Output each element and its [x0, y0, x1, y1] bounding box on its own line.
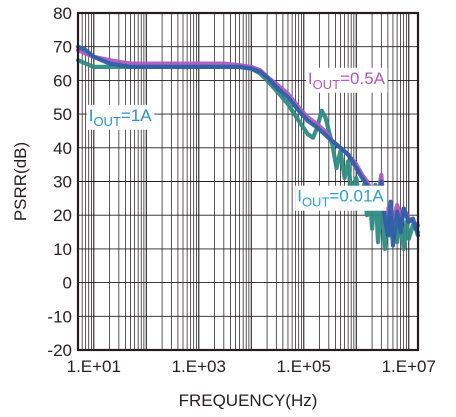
y-tick-label: 40	[53, 139, 72, 158]
annotation-background	[305, 67, 388, 93]
y-tick-label: 30	[53, 173, 72, 192]
x-tick-labels: 1.E+01 1.E+03 1.E+05 1.E+07	[67, 357, 436, 376]
annotation-background	[86, 104, 155, 130]
series-annotation: IOUT=0.01A	[295, 185, 387, 211]
y-axis-label: PSRR(dB)	[11, 142, 30, 221]
annotations: IOUT=0.5A IOUT=1A IOUT=0.01A	[86, 67, 388, 211]
y-tick-label: 50	[53, 105, 72, 124]
y-tick-label: 80	[53, 4, 72, 23]
series-layer	[75, 44, 421, 251]
annotation-label: IOUT=0.01A	[297, 187, 384, 210]
x-tick-label: 1.E+01	[67, 357, 121, 376]
y-tick-label: 20	[53, 206, 72, 225]
x-tick-label: 1.E+03	[172, 357, 226, 376]
x-axis-label: FREQUENCY(Hz)	[179, 391, 318, 410]
series-annotation: IOUT=1A	[86, 104, 155, 130]
annotation-background	[295, 185, 387, 211]
y-tick-label: 10	[53, 240, 72, 259]
y-tick-label: 0	[63, 274, 72, 293]
series-annotation: IOUT=0.5A	[305, 67, 388, 93]
series-line-2	[75, 44, 421, 248]
x-tick-label: 1.E+05	[277, 357, 331, 376]
y-tick-label: 60	[53, 71, 72, 90]
x-tick-label: 1.E+07	[382, 357, 436, 376]
y-tick-label: -20	[47, 341, 72, 360]
y-tick-labels: -20 -10 0 10 20 30 40 50 60 70 80	[47, 4, 72, 360]
annotation-label: IOUT=1A	[89, 106, 153, 129]
plot-frame	[76, 11, 420, 352]
y-tick-label: -10	[47, 307, 72, 326]
annotation-label: IOUT=0.5A	[308, 69, 386, 92]
y-tick-label: 70	[53, 38, 72, 57]
